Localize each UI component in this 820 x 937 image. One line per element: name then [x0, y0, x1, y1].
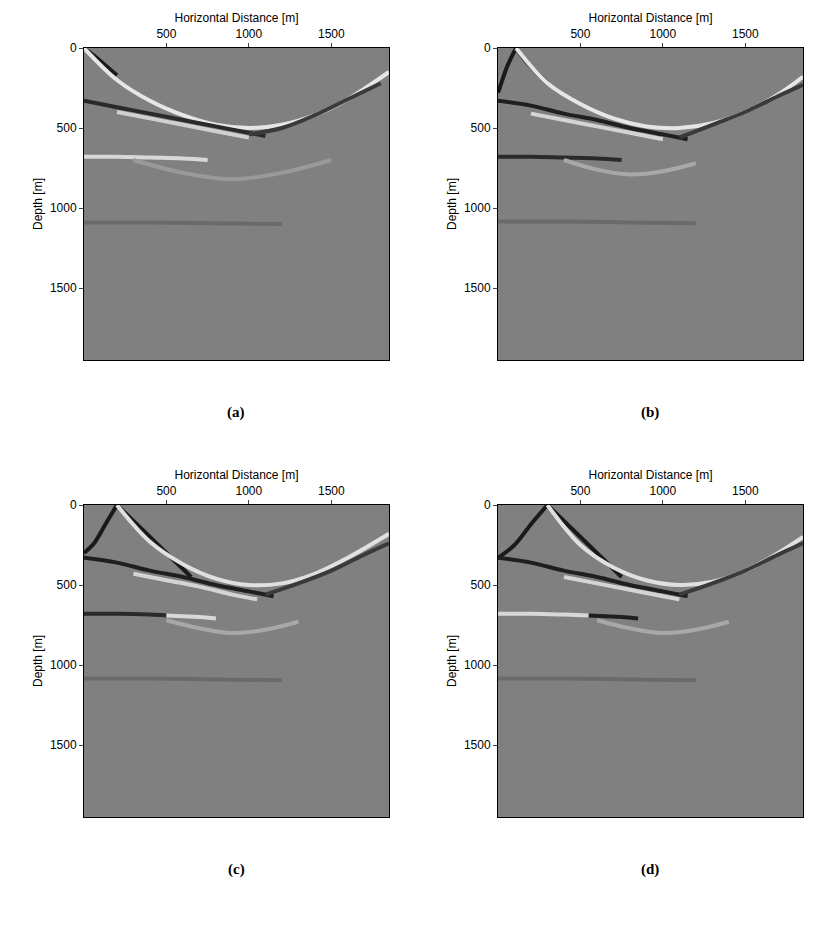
svg-text:500: 500	[471, 578, 491, 592]
svg-text:1000: 1000	[650, 484, 677, 498]
svg-text:1000: 1000	[464, 658, 491, 672]
svg-text:Depth [m]: Depth [m]	[31, 178, 45, 230]
svg-text:500: 500	[570, 27, 590, 41]
svg-text:Horizontal Distance [m]: Horizontal Distance [m]	[588, 11, 712, 25]
svg-text:0: 0	[70, 498, 77, 512]
svg-text:1500: 1500	[318, 484, 345, 498]
svg-text:500: 500	[156, 27, 176, 41]
svg-text:1000: 1000	[464, 201, 491, 215]
svg-text:Depth [m]: Depth [m]	[445, 635, 459, 687]
svg-text:Depth [m]: Depth [m]	[445, 178, 459, 230]
svg-text:0: 0	[484, 41, 491, 55]
svg-text:(c): (c)	[228, 861, 245, 878]
svg-text:500: 500	[156, 484, 176, 498]
svg-text:Horizontal Distance [m]: Horizontal Distance [m]	[588, 468, 712, 482]
svg-text:1500: 1500	[732, 27, 759, 41]
svg-text:500: 500	[57, 121, 77, 135]
svg-text:1500: 1500	[318, 27, 345, 41]
svg-text:500: 500	[570, 484, 590, 498]
svg-text:1000: 1000	[650, 27, 677, 41]
svg-text:0: 0	[484, 498, 491, 512]
svg-text:0: 0	[70, 41, 77, 55]
svg-text:(b): (b)	[641, 404, 659, 421]
svg-text:1000: 1000	[50, 201, 77, 215]
svg-text:(d): (d)	[641, 861, 659, 878]
svg-text:1500: 1500	[464, 281, 491, 295]
svg-text:1000: 1000	[50, 658, 77, 672]
svg-text:(a): (a)	[227, 404, 245, 421]
svg-text:1000: 1000	[236, 27, 263, 41]
svg-text:1000: 1000	[236, 484, 263, 498]
svg-text:Depth [m]: Depth [m]	[31, 635, 45, 687]
svg-text:500: 500	[471, 121, 491, 135]
svg-text:1500: 1500	[732, 484, 759, 498]
svg-text:1500: 1500	[50, 281, 77, 295]
svg-text:Horizontal Distance [m]: Horizontal Distance [m]	[174, 468, 298, 482]
svg-text:1500: 1500	[50, 738, 77, 752]
svg-text:Horizontal Distance [m]: Horizontal Distance [m]	[174, 11, 298, 25]
svg-text:500: 500	[57, 578, 77, 592]
svg-text:1500: 1500	[464, 738, 491, 752]
